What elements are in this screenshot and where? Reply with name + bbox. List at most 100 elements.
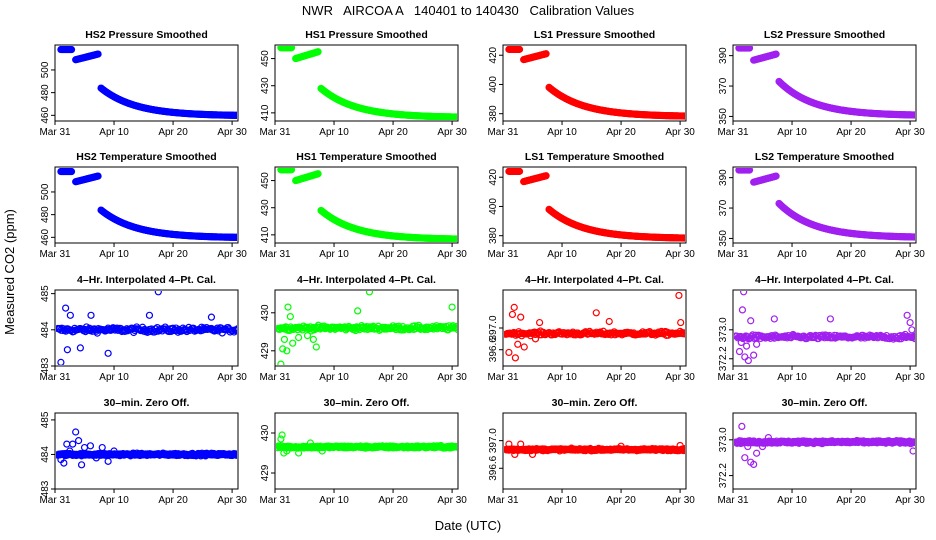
data-point <box>515 46 524 53</box>
data-point <box>306 439 315 447</box>
y-tick-label: 397.0 <box>488 315 499 340</box>
plot-frame <box>732 289 917 367</box>
data-point <box>295 449 303 457</box>
y-tick-label: 410 <box>260 104 271 121</box>
y-tick-label: 485 <box>40 411 51 428</box>
panel-hs2-temperature-smoothed: HS2 Temperature Smoothed Mar 31 Apr 10 Apr … <box>39 151 247 260</box>
panel-hs2-pressure-smoothed: HS2 Pressure Smoothed Mar 31 Apr 10 Apr 20 A… <box>39 29 247 138</box>
data-point <box>287 168 296 174</box>
panel-ls2-pressure-smoothed: LS2 Pressure Smoothed Mar 31 Apr 10 Apr 20 A… <box>717 29 925 138</box>
data-point <box>286 313 294 321</box>
data-point <box>514 340 522 348</box>
data-point <box>60 459 68 467</box>
panel-title: 4–Hr. Interpolated 4–Pt. Cal. <box>525 274 664 286</box>
data-point <box>67 46 76 54</box>
y-tick-label: 380 <box>488 105 499 122</box>
data-points <box>57 168 237 241</box>
data-point <box>279 345 287 353</box>
data-point <box>303 332 312 340</box>
panel-title: LS2 Temperature Smoothed <box>755 151 894 163</box>
data-point <box>66 311 74 319</box>
data-point <box>511 354 519 362</box>
y-tick-label: 390 <box>718 47 729 64</box>
x-tick-label: Apr 30 <box>217 127 247 138</box>
y-tick-label: 430 <box>260 77 271 94</box>
plot-frame <box>274 412 459 490</box>
panel-title: 30–min. Zero Off. <box>552 397 638 409</box>
data-points <box>734 291 915 365</box>
x-tick-label: Mar 31 <box>39 495 71 506</box>
data-point <box>826 315 835 323</box>
x-tick-label: Apr 10 <box>547 372 577 383</box>
data-point <box>909 447 915 455</box>
plot-frame <box>54 412 239 490</box>
data-point <box>745 168 754 174</box>
x-tick-label: Apr 10 <box>547 495 577 506</box>
data-point <box>354 307 362 315</box>
data-point <box>284 303 292 311</box>
x-tick-label: Apr 20 <box>158 127 188 138</box>
x-tick-label: Apr 20 <box>836 127 866 138</box>
panel-ls1-30-min-zero-off-: 30–min. Zero Off. Mar 31 Apr 10 Apr 20 Apr 3… <box>487 397 695 506</box>
data-point <box>454 326 457 334</box>
plot-frame <box>54 289 239 367</box>
x-tick-label: Apr 10 <box>777 372 807 383</box>
data-point <box>505 440 513 448</box>
y-tick-label: 429 <box>260 342 271 359</box>
data-point <box>747 317 755 325</box>
data-point <box>454 443 457 451</box>
data-point <box>104 457 112 465</box>
x-tick-label: Apr 10 <box>99 127 129 138</box>
data-point <box>66 447 74 455</box>
data-point <box>87 311 95 319</box>
x-tick-label: Apr 10 <box>99 495 129 506</box>
x-tick-label: Mar 31 <box>487 372 519 383</box>
data-point <box>233 327 237 335</box>
data-point <box>80 443 89 452</box>
plot-frame <box>732 166 917 244</box>
data-point <box>280 335 289 343</box>
data-point <box>448 303 456 311</box>
data-point <box>511 450 519 459</box>
plot-frame <box>732 412 917 490</box>
y-tick-label: 410 <box>260 226 271 243</box>
x-tick-label: Apr 10 <box>319 127 349 138</box>
data-point <box>233 233 237 241</box>
plot-frame <box>54 166 239 244</box>
panel-ls1-pressure-smoothed: LS1 Pressure Smoothed Mar 31 Apr 10 Apr 20 A… <box>487 29 695 138</box>
data-point <box>234 325 237 332</box>
y-tick-label: 400 <box>488 76 499 93</box>
x-tick-label: Apr 20 <box>378 372 408 383</box>
data-point <box>681 445 685 453</box>
y-tick-label: 373.0 <box>718 317 729 342</box>
data-point <box>510 303 518 311</box>
data-point <box>312 343 320 351</box>
y-tick-label: 480 <box>40 84 51 101</box>
x-tick-label: Apr 10 <box>319 372 349 383</box>
x-tick-label: Apr 30 <box>895 249 925 260</box>
data-point <box>738 422 746 431</box>
panel-title: 4–Hr. Interpolated 4–Pt. Cal. <box>77 274 216 286</box>
plot-frame <box>274 166 459 244</box>
x-tick-label: Apr 20 <box>836 249 866 260</box>
data-point <box>234 233 237 241</box>
data-point <box>592 309 600 317</box>
data-point <box>57 358 65 365</box>
data-point <box>278 431 286 439</box>
x-tick-label: Apr 20 <box>378 249 408 260</box>
y-tick-label: 350 <box>718 108 729 125</box>
data-point <box>77 461 86 469</box>
y-tick-label: 372.2 <box>718 463 729 488</box>
data-point <box>908 326 915 334</box>
panel-hs1-4-hr-interpolated-4-pt-cal-: 4–Hr. Interpolated 4–Pt. Cal. Mar 31 Apr 1… <box>259 274 467 383</box>
x-tick-label: Mar 31 <box>39 127 71 138</box>
y-tick-label: 370 <box>718 199 729 216</box>
data-point <box>283 447 291 455</box>
x-tick-label: Apr 30 <box>895 495 925 506</box>
panel-title: 30–min. Zero Off. <box>104 397 190 409</box>
x-tick-label: Mar 31 <box>487 127 519 138</box>
panel-ls2-30-min-zero-off-: 30–min. Zero Off. Mar 31 Apr 10 Apr 20 Apr 3… <box>717 397 925 506</box>
data-point <box>542 50 550 58</box>
data-point <box>98 443 106 452</box>
